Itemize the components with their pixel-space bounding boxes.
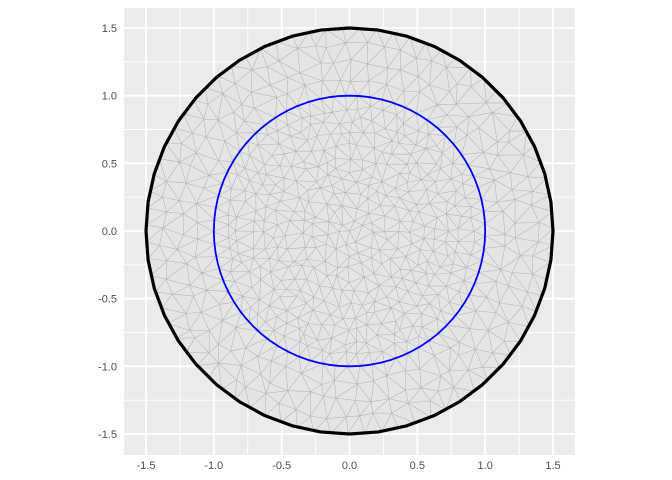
- y-axis-tick-labels: -1.5 -1.0 -0.5 0.0 0.5 1.0 1.5: [98, 23, 117, 441]
- x-tick-label: 1.0: [478, 460, 493, 472]
- y-tick-label: 0.0: [102, 226, 117, 238]
- y-tick-label: 1.0: [102, 91, 117, 103]
- outer-boundary-polygon: [144, 26, 555, 436]
- y-tick-label: -0.5: [98, 294, 117, 306]
- x-axis-tick-labels: -1.5 -1.0 -0.5 0.0 0.5 1.0 1.5: [137, 460, 561, 472]
- x-tick-label: 1.5: [545, 460, 560, 472]
- x-tick-label: -1.5: [137, 460, 156, 472]
- x-tick-label: 0.0: [342, 460, 357, 472]
- inner-interface-circle: [212, 94, 487, 368]
- y-tick-label: -1.5: [98, 429, 117, 441]
- y-tick-label: -1.0: [98, 361, 117, 373]
- x-tick-label: 0.5: [410, 460, 425, 472]
- y-tick-label: 1.5: [102, 23, 117, 35]
- x-tick-label: -0.5: [272, 460, 291, 472]
- x-tick-label: -1.0: [204, 460, 223, 472]
- y-tick-label: 0.5: [102, 158, 117, 170]
